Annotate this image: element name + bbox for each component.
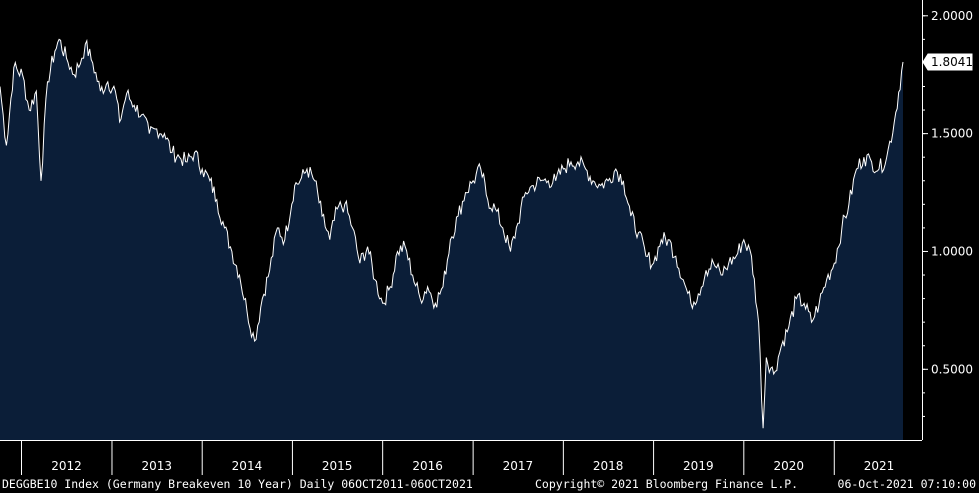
footer-copyright: Copyright© 2021 Bloomberg Finance L.P.: [535, 477, 799, 491]
y-axis: 2.0000 1.5000 1.0000 0.5000: [922, 0, 973, 440]
x-tick-label: 2014: [232, 459, 263, 473]
x-tick-label: 2018: [593, 459, 624, 473]
footer-source: DEGGBE10 Index (Germany Breakeven 10 Yea…: [2, 477, 473, 491]
x-tick-label: 2021: [864, 459, 895, 473]
x-tick-label: 2016: [412, 459, 443, 473]
last-value-marker: 1.8041: [922, 53, 973, 71]
x-tick-label: 2012: [51, 459, 82, 473]
y-tick-label: 2.0000: [931, 9, 973, 23]
x-tick-label: 2015: [322, 459, 353, 473]
last-value-box: [922, 53, 973, 71]
x-tick-label: 2019: [683, 459, 714, 473]
footer-timestamp: 06-Oct-2021 07:10:00: [837, 477, 976, 491]
last-value-label: 1.8041: [931, 55, 973, 69]
x-tick-label: 2020: [774, 459, 805, 473]
chart-footer: DEGGBE10 Index (Germany Breakeven 10 Yea…: [0, 476, 979, 493]
y-tick-label: 1.5000: [931, 127, 973, 141]
series-area: [0, 39, 903, 441]
x-tick-label: 2017: [503, 459, 534, 473]
y-tick-label: 0.5000: [931, 362, 973, 376]
series-line: [0, 38, 904, 429]
x-tick-label: 2013: [141, 459, 172, 473]
x-axis: 2012 2013 2014 2015 2016 2017 2018 2019 2020 2021: [0, 440, 922, 475]
y-tick-label: 1.0000: [931, 244, 973, 258]
